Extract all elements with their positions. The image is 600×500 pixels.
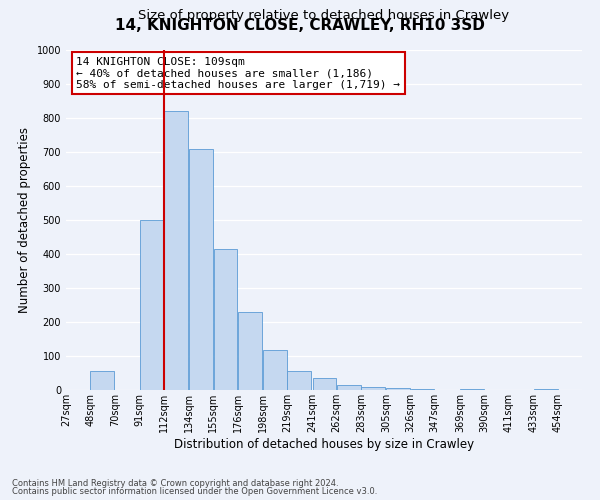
Bar [361,388,385,390]
Text: 14 KNIGHTON CLOSE: 109sqm
← 40% of detached houses are smaller (1,186)
58% of se: 14 KNIGHTON CLOSE: 109sqm ← 40% of detac… [76,57,400,90]
Bar [287,372,311,390]
Bar [238,312,262,390]
Bar [214,249,238,390]
Bar [313,378,337,390]
X-axis label: Distribution of detached houses by size in Crawley: Distribution of detached houses by size … [174,438,474,450]
Bar [140,220,164,390]
Bar [190,148,213,390]
Bar [337,385,361,390]
Text: 14, KNIGHTON CLOSE, CRAWLEY, RH10 3SD: 14, KNIGHTON CLOSE, CRAWLEY, RH10 3SD [115,18,485,32]
Title: Size of property relative to detached houses in Crawley: Size of property relative to detached ho… [139,10,509,22]
Bar [164,111,188,390]
Bar [91,372,114,390]
Bar [263,350,287,390]
Text: Contains HM Land Registry data © Crown copyright and database right 2024.: Contains HM Land Registry data © Crown c… [12,478,338,488]
Text: Contains public sector information licensed under the Open Government Licence v3: Contains public sector information licen… [12,487,377,496]
Y-axis label: Number of detached properties: Number of detached properties [18,127,31,313]
Bar [386,388,410,390]
